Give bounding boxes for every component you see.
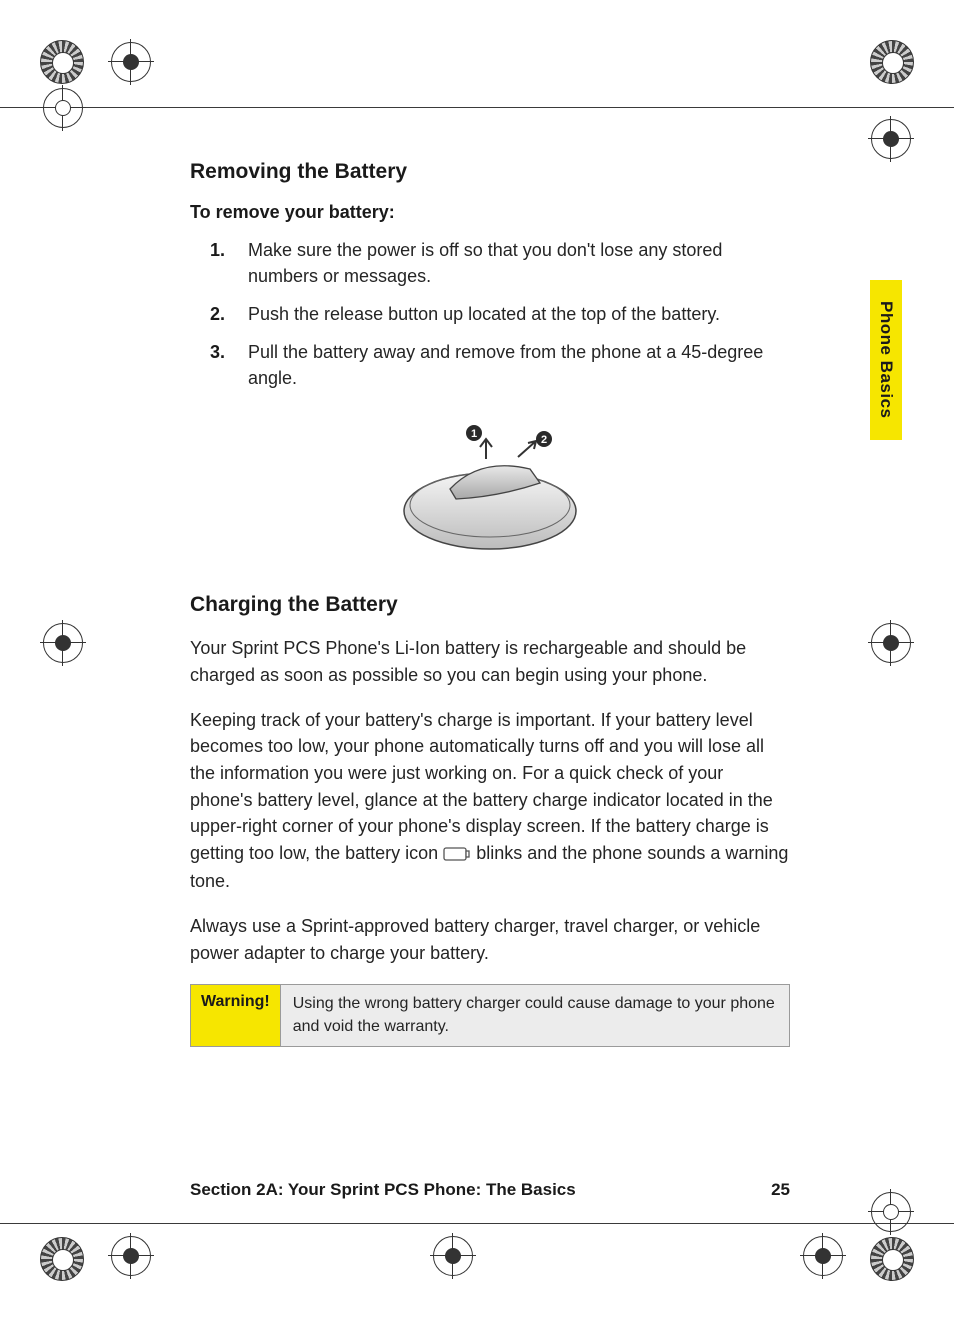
paragraph: Always use a Sprint-approved battery cha…: [190, 913, 790, 966]
step-number: 3.: [210, 339, 225, 365]
steps-list: 1. Make sure the power is off so that you…: [190, 237, 790, 391]
step-text: Pull the battery away and remove from th…: [248, 342, 763, 388]
step-text: Push the release button up located at th…: [248, 304, 720, 324]
footer-page-number: 25: [771, 1180, 790, 1200]
crop-line-top: [0, 107, 954, 108]
heading-charging-battery: Charging the Battery: [190, 593, 790, 617]
step-item: 1.Make sure the power is off so that you…: [228, 237, 790, 289]
registration-mark-icon: [108, 39, 154, 85]
warning-label: Warning!: [191, 985, 281, 1046]
page-footer: Section 2A: Your Sprint PCS Phone: The B…: [190, 1180, 790, 1200]
page-body: Removing the Battery To remove your batt…: [190, 160, 790, 1047]
lead-remove: To remove your battery:: [190, 202, 790, 223]
phone-battery-icon: 1 2: [390, 419, 590, 559]
registration-mark-icon: [40, 85, 86, 131]
thumb-tab: Phone Basics: [870, 280, 902, 440]
paragraph: Your Sprint PCS Phone's Li-Ion battery i…: [190, 635, 790, 688]
step-number: 2.: [210, 301, 225, 327]
svg-text:2: 2: [541, 434, 547, 446]
registration-mark-icon: [430, 1233, 476, 1279]
registration-mark-icon: [108, 1233, 154, 1279]
warning-text: Using the wrong battery charger could ca…: [281, 985, 789, 1046]
printer-mark-corner-icon: [40, 40, 84, 84]
step-item: 2.Push the release button up located at …: [228, 301, 790, 327]
registration-mark-icon: [868, 1189, 914, 1235]
step-item: 3.Pull the battery away and remove from …: [228, 339, 790, 391]
printer-mark-corner-icon: [40, 1237, 84, 1281]
battery-empty-icon: [443, 842, 471, 869]
registration-mark-icon: [868, 116, 914, 162]
step-number: 1.: [210, 237, 225, 263]
registration-mark-icon: [868, 620, 914, 666]
crop-line-bottom: [0, 1223, 954, 1224]
step-text: Make sure the power is off so that you d…: [248, 240, 722, 286]
registration-mark-icon: [800, 1233, 846, 1279]
printer-mark-corner-icon: [870, 1237, 914, 1281]
phone-illustration: 1 2: [190, 419, 790, 559]
warning-box: Warning! Using the wrong battery charger…: [190, 984, 790, 1047]
paragraph: Keeping track of your battery's charge i…: [190, 707, 790, 895]
svg-text:1: 1: [471, 428, 477, 440]
heading-removing-battery: Removing the Battery: [190, 160, 790, 184]
registration-mark-icon: [40, 620, 86, 666]
printer-mark-corner-icon: [870, 40, 914, 84]
thumb-tab-label: Phone Basics: [876, 301, 896, 419]
text-run: Keeping track of your battery's charge i…: [190, 710, 773, 863]
footer-section-title: Section 2A: Your Sprint PCS Phone: The B…: [190, 1180, 576, 1200]
